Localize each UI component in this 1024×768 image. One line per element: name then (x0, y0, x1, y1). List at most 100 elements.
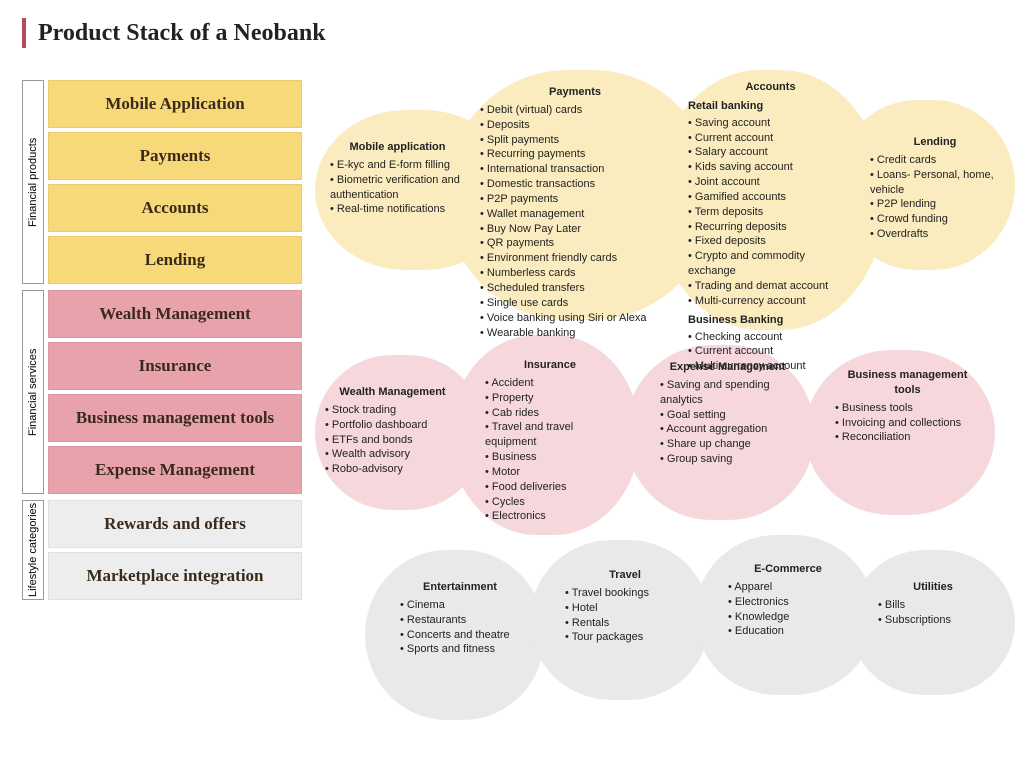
detail-list-item: Deposits (480, 118, 670, 133)
detail-heading: Wealth Management (325, 385, 460, 400)
detail-heading: Mobile application (330, 140, 465, 155)
detail-list-item: Concerts and theatre (400, 628, 520, 643)
detail-list-item: Loans- Personal, home, vehicle (870, 168, 1000, 198)
detail-heading: Insurance (485, 358, 615, 373)
detail-list-item: Saving account (688, 116, 853, 131)
category-vertical-label: Financial products (22, 80, 44, 284)
detail-list-item: Hotel (565, 601, 685, 616)
category-block-stack: Mobile ApplicationPaymentsAccountsLendin… (48, 80, 302, 284)
detail-column-lending: LendingCredit cardsLoans- Personal, home… (870, 135, 1000, 242)
detail-list: Travel bookingsHotelRentalsTour packages (565, 586, 685, 645)
detail-list-item: Business tools (835, 401, 980, 416)
detail-column-ecommerce: E-Commerce ApparelElectronicsKnowledgeEdu… (728, 562, 848, 639)
detail-list-item: Account aggregation (660, 422, 795, 437)
detail-list-item: P2P lending (870, 197, 1000, 212)
detail-list-item: Travel and travel equipment (485, 420, 615, 450)
detail-list-item: Cycles (485, 495, 615, 510)
detail-list: Debit (virtual) cardsDepositsSplit payme… (480, 103, 670, 341)
detail-column-wealth: Wealth Management Stock tradingPortfolio … (325, 385, 460, 477)
detail-list-item: Split payments (480, 133, 670, 148)
detail-list-item: Crypto and commodity exchange (688, 249, 853, 279)
detail-list-item: Stock trading (325, 403, 460, 418)
category-block: Insurance (48, 342, 302, 390)
category-block: Mobile Application (48, 80, 302, 128)
detail-list-item: Knowledge (728, 610, 848, 625)
detail-list-item: Term deposits (688, 205, 853, 220)
detail-list-item: Reconciliation (835, 430, 980, 445)
detail-list-item: Motor (485, 465, 615, 480)
detail-list: ApparelElectronicsKnowledgeEducation (728, 580, 848, 639)
detail-list-item: Wallet management (480, 207, 670, 222)
detail-column-entertainment: EntertainmentCinemaRestaurantsConcerts a… (400, 580, 520, 657)
detail-heading: E-Commerce (728, 562, 848, 577)
detail-column-utilities: Utilities BillsSubscriptions (878, 580, 988, 628)
detail-list-item: Recurring deposits (688, 220, 853, 235)
detail-list-item: Gamified accounts (688, 190, 853, 205)
detail-list-item: E-kyc and E-form filling (330, 158, 465, 173)
category-block: Expense Management (48, 446, 302, 494)
detail-list-item: Rentals (565, 616, 685, 631)
detail-list-item: Kids saving account (688, 160, 853, 175)
detail-heading: Payments (480, 85, 670, 100)
detail-heading: Utilities (878, 580, 988, 595)
detail-list-item: Environment friendly cards (480, 251, 670, 266)
detail-list: Saving accountCurrent accountSalary acco… (688, 116, 853, 309)
category-block-stack: Wealth ManagementInsuranceBusiness manag… (48, 290, 302, 494)
category-vertical-label: Financial services (22, 290, 44, 494)
detail-column-accounts: AccountsRetail bankingSaving accountCurr… (688, 80, 853, 374)
category-block: Wealth Management (48, 290, 302, 338)
detail-list-item: Cinema (400, 598, 520, 613)
detail-column-mobile: Mobile application E-kyc and E-form filli… (330, 140, 465, 217)
category-block: Rewards and offers (48, 500, 302, 548)
detail-column-payments: Payments Debit (virtual) cardsDepositsSpl… (480, 85, 670, 340)
detail-list-item: Electronics (485, 509, 615, 524)
detail-list-item: Subscriptions (878, 613, 988, 628)
detail-list-item: Business (485, 450, 615, 465)
detail-list-item: ETFs and bonds (325, 433, 460, 448)
detail-list-item: Scheduled transfers (480, 281, 670, 296)
detail-list-item: Credit cards (870, 153, 1000, 168)
detail-list: CinemaRestaurantsConcerts and theatreSpo… (400, 598, 520, 657)
category-block-stack: Rewards and offersMarketplace integratio… (48, 500, 302, 600)
detail-list: Saving and spending analyticsGoal settin… (660, 378, 795, 467)
detail-list: Stock tradingPortfolio dashboardETFs and… (325, 403, 460, 477)
detail-list: Business toolsInvoicing and collectionsR… (835, 401, 980, 446)
detail-list-item: Wearable banking (480, 326, 670, 341)
category-block: Marketplace integration (48, 552, 302, 600)
detail-list-item: Bills (878, 598, 988, 613)
detail-list-item: Invoicing and collections (835, 416, 980, 431)
detail-list-item: Property (485, 391, 615, 406)
detail-list-item: Crowd funding (870, 212, 1000, 227)
detail-list-item: Fixed deposits (688, 234, 853, 249)
title-accent (22, 18, 26, 48)
detail-list-item: Recurring payments (480, 147, 670, 162)
detail-list-item: Goal setting (660, 408, 795, 423)
detail-list-item: Overdrafts (870, 227, 1000, 242)
category-group: Lifestyle categoriesRewards and offersMa… (22, 500, 302, 600)
detail-column-biztools: Business management toolsBusiness toolsI… (835, 368, 980, 445)
detail-list-item: Cab rides (485, 406, 615, 421)
category-block: Payments (48, 132, 302, 180)
detail-list-item: Biometric verification and authenticatio… (330, 173, 465, 203)
page-title-bar: Product Stack of a Neobank (22, 18, 326, 48)
detail-list-item: Domestic transactions (480, 177, 670, 192)
detail-cloud-area: Mobile application E-kyc and E-form filli… (315, 70, 1015, 760)
category-stack: Financial productsMobile ApplicationPaym… (22, 80, 302, 606)
detail-list-item: Voice banking using Siri or Alexa (480, 311, 670, 326)
detail-list-item: Buy Now Pay Later (480, 222, 670, 237)
category-group: Financial servicesWealth ManagementInsur… (22, 290, 302, 494)
category-block: Business management tools (48, 394, 302, 442)
detail-list: Credit cardsLoans- Personal, home, vehic… (870, 153, 1000, 242)
detail-list-item: Salary account (688, 145, 853, 160)
detail-column-expense: Expense Management Saving and spending an… (660, 360, 795, 467)
detail-heading: Accounts (688, 80, 853, 95)
detail-list-item: Current account (688, 344, 853, 359)
detail-list-item: Real-time notifications (330, 202, 465, 217)
detail-list-item: Trading and demat account (688, 279, 853, 294)
detail-list-item: Single use cards (480, 296, 670, 311)
detail-list-item: QR payments (480, 236, 670, 251)
detail-list-item: Restaurants (400, 613, 520, 628)
detail-list-item: Sports and fitness (400, 642, 520, 657)
detail-list-item: Multi-currency account (688, 294, 853, 309)
detail-heading: Expense Management (660, 360, 795, 375)
